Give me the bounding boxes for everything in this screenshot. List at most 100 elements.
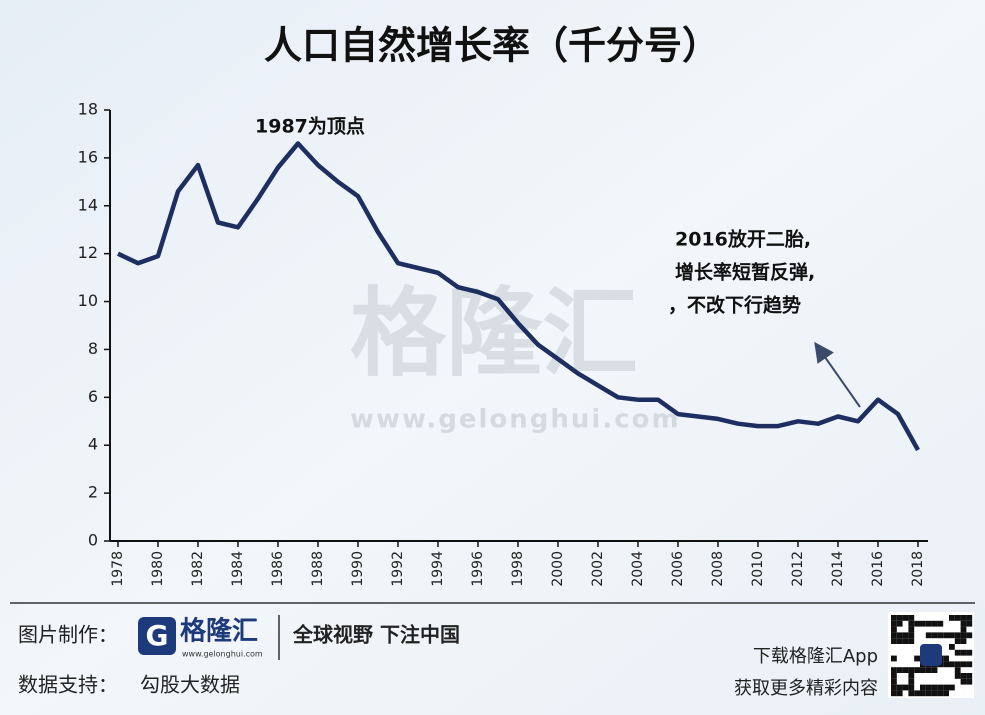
- x-tick-label: 1996: [470, 551, 486, 587]
- qr-cell: [908, 684, 915, 691]
- qr-cell: [902, 667, 909, 673]
- app-promo: 下载格隆汇App: [753, 646, 878, 667]
- annotation: 1987为顶点: [255, 115, 365, 138]
- qr-cell: [914, 667, 920, 673]
- qr-cell: [891, 620, 897, 627]
- qr-cell: [902, 632, 909, 639]
- x-tick-label: 1990: [350, 551, 366, 587]
- qr-cell: [908, 615, 915, 621]
- qr-cell: [891, 632, 897, 639]
- qr-cell: [937, 620, 944, 627]
- logo-icon: [138, 617, 176, 655]
- x-tick-label: 2016: [870, 551, 886, 587]
- qr-cell: [902, 638, 909, 644]
- chart-title: 人口自然增长率（千分号）: [264, 24, 720, 68]
- qr-cell: [960, 620, 967, 627]
- x-tick-label: 1994: [430, 551, 446, 587]
- y-tick-label: 14: [78, 195, 98, 214]
- x-tick-label: 2012: [790, 551, 806, 587]
- qr-cell: [896, 667, 903, 673]
- qr-cell: [891, 655, 897, 662]
- qr-cell: [891, 690, 897, 697]
- qr-cell: [908, 626, 915, 633]
- qr-cell: [943, 632, 949, 639]
- logo-letter: G: [146, 619, 169, 652]
- x-tick-label: 2008: [710, 551, 726, 587]
- qr-cell: [914, 655, 920, 662]
- qr-cell: [949, 644, 955, 650]
- qr-cell: [908, 632, 915, 639]
- qr-cell: [896, 632, 903, 639]
- qr-cell: [966, 649, 973, 656]
- qr-cell: [914, 620, 920, 627]
- x-tick-label: 2004: [630, 551, 646, 587]
- qr-code: [888, 612, 974, 698]
- qr-cell: [931, 667, 938, 673]
- slogan: 全球视野 下注中国: [292, 623, 460, 647]
- qr-cell: [966, 615, 973, 621]
- x-tick-label: 2002: [590, 551, 606, 587]
- qr-cell: [966, 661, 973, 668]
- qr-cell: [954, 638, 961, 644]
- watermark-url: www.gelonghui.com: [350, 405, 681, 435]
- qr-cell: [954, 673, 961, 679]
- qr-cell: [908, 667, 915, 673]
- qr-cell: [954, 667, 961, 673]
- qr-cell: [960, 638, 967, 644]
- footer-label: 图片制作：: [18, 623, 118, 647]
- data-line: [117, 141, 920, 452]
- qr-cell: [891, 678, 897, 685]
- qr-cell: [908, 638, 915, 644]
- qr-cell: [902, 615, 909, 621]
- qr-cell: [949, 661, 955, 668]
- qr-cell: [925, 632, 932, 639]
- qr-cell: [920, 690, 926, 697]
- qr-cell: [931, 690, 938, 697]
- footer-label: 数据支持：: [18, 673, 118, 697]
- qr-cell: [960, 632, 967, 639]
- x-tick-label: 2006: [670, 551, 686, 587]
- annotation: 增长率短暂反弹,: [675, 261, 815, 284]
- qr-cell: [954, 632, 961, 639]
- qr-cell: [891, 626, 897, 633]
- x-tick-label: 2010: [750, 551, 766, 587]
- qr-cell: [960, 649, 967, 656]
- y-tick-label: 16: [78, 147, 98, 166]
- x-tick-label: 2000: [550, 551, 566, 587]
- qr-cell: [949, 684, 955, 691]
- x-tick-label: 1998: [510, 551, 526, 587]
- x-tick-label: 1982: [190, 551, 206, 587]
- qr-cell: [914, 690, 920, 697]
- qr-cell: [896, 615, 903, 621]
- qr-cell: [891, 667, 897, 673]
- qr-cell: [891, 638, 897, 644]
- data-source: 勾股大数据: [140, 673, 240, 697]
- qr-cell: [966, 678, 973, 685]
- qr-cell: [902, 684, 909, 691]
- x-tick-label: 1992: [390, 551, 406, 587]
- qr-cell: [954, 615, 961, 621]
- qr-cell: [925, 667, 932, 673]
- y-tick-label: 8: [88, 339, 98, 358]
- x-tick-label: 2018: [910, 551, 926, 587]
- qr-cell: [943, 684, 949, 691]
- qr-logo: [920, 644, 942, 666]
- qr-cell: [891, 684, 897, 691]
- qr-cell: [949, 632, 955, 639]
- x-tick-label: 2014: [830, 551, 846, 587]
- qr-cell: [891, 673, 897, 679]
- qr-cell: [937, 690, 944, 697]
- y-tick-label: 12: [78, 243, 98, 262]
- qr-cell: [966, 673, 973, 679]
- qr-cell: [943, 661, 949, 668]
- qr-cell: [960, 626, 967, 633]
- qr-cell: [908, 620, 915, 627]
- y-tick-label: 18: [78, 100, 98, 119]
- brand-url: www.gelonghui.com: [182, 650, 263, 659]
- qr-cell: [896, 620, 903, 627]
- annotation: 2016放开二胎,: [675, 228, 811, 251]
- qr-cell: [891, 615, 897, 621]
- qr-cell: [960, 661, 967, 668]
- watermark: 格隆汇: [350, 277, 638, 389]
